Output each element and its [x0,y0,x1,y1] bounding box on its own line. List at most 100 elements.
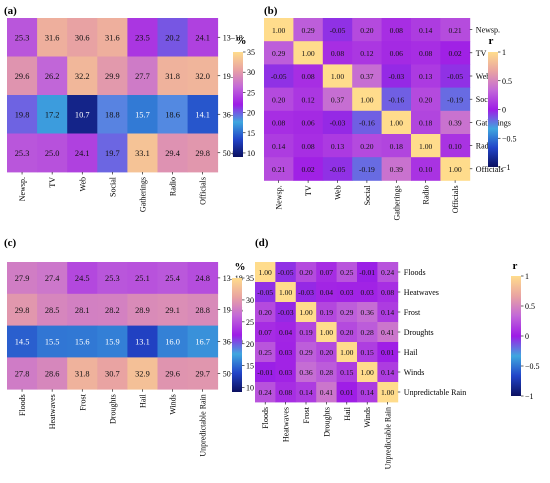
cell-value-label: 0.02 [301,165,314,174]
heatmap-cell [295,362,317,383]
heatmap-cell [293,110,324,135]
cell-value-label: 32.0 [195,72,210,81]
heatmap-cell [411,134,441,158]
y-tick-label: 13–18 [223,33,243,42]
heatmap-cell [37,357,68,390]
cell-value-label: 0.25 [340,268,353,277]
heatmap-cell [357,282,378,303]
heatmap-cell [411,64,441,88]
cell-value-label: 1.00 [340,348,353,357]
heatmap-cell [352,134,382,158]
heatmap-cell [67,95,98,134]
cell-value-label: 19.7 [105,149,120,158]
cell-value-label: 0.20 [360,26,373,35]
cell-value-label: 0.10 [448,142,461,151]
heatmap-cell [352,18,382,42]
heatmap-cell [187,133,219,173]
heatmap-cell [187,18,219,57]
cell-value-label: -0.19 [447,95,463,104]
cell-value-label: 0.24 [259,388,272,397]
x-tick-label: Hail [343,406,352,421]
heatmap-cell [67,56,98,96]
x-tick-label: Radio [422,185,431,204]
cell-value-label: 0.07 [259,328,272,337]
panel-label: (b) [264,5,278,17]
cell-value-label: 10.7 [75,110,90,119]
cell-value-label: -0.16 [388,95,404,104]
cell-value-label: 29.6 [15,72,30,81]
cell-value-label: 28.5 [45,306,60,315]
heatmap-cell [316,282,337,303]
colorbar-tick-label: 25 [246,318,254,327]
cell-value-label: -0.03 [298,288,314,297]
cell-value-label: 17.2 [45,110,60,119]
heatmap-cell [127,293,158,326]
cell-value-label: 0.18 [419,119,432,128]
cell-value-label: 0.06 [301,119,314,128]
cell-value-label: -0.05 [330,26,346,35]
heatmap-cell [293,87,324,112]
heatmap-cell [381,41,412,65]
heatmap-cell [97,133,128,173]
heatmap-cell [336,282,358,303]
heatmap-cell [377,342,399,363]
heatmap-cell [377,282,399,303]
colorbar-tick-label: 0 [525,332,529,341]
cell-value-label: 0.39 [390,165,403,174]
heatmap-cell [67,262,98,295]
cell-value-label: 1.00 [279,288,292,297]
cell-value-label: -0.16 [359,119,375,128]
cell-value-label: 32.9 [135,370,150,379]
heatmap-cell [295,302,317,323]
heatmap-cell [336,322,358,343]
cell-value-label: 28.6 [45,370,60,379]
y-tick-label: Winds [404,368,425,377]
heatmap-cell [381,87,412,112]
cell-value-label: 0.29 [301,26,314,35]
colorbar-tick-label: 10 [246,384,254,393]
heatmap-cell [127,357,158,390]
cell-value-label: 0.08 [419,49,432,58]
cell-value-label: 25.3 [15,149,30,158]
heatmap-cell [127,325,158,358]
colorbar-tick-label: 0 [502,106,506,115]
cell-value-label: 31.6 [45,33,60,42]
colorbar [488,52,498,167]
x-tick-label: Unpredictable Rain [199,394,208,456]
heatmap-cell [293,18,324,42]
heatmap-cell [381,110,412,135]
cell-value-label: 0.20 [320,348,333,357]
heatmap-cell [157,293,188,326]
y-tick-label: Web [476,72,490,81]
colorbar-title: % [235,261,246,273]
cell-value-label: 31.6 [105,33,120,42]
cell-value-label: 32.2 [75,72,90,81]
x-tick-label: Winds [169,394,178,415]
cell-value-label: 25.3 [105,274,120,283]
colorbar-tick-label: 10 [247,149,255,158]
heatmap-cell [322,110,353,135]
cell-value-label: 0.29 [299,348,312,357]
cell-value-label: 29.6 [165,370,180,379]
heatmap-cell [275,282,297,303]
colorbar-title: r [489,35,494,47]
cell-value-label: 15.5 [45,338,60,347]
heatmap-cell [293,64,324,88]
heatmap-cell [440,110,471,135]
cell-value-label: 0.03 [340,288,353,297]
heatmap-cell [275,302,297,323]
heatmap-cell [440,64,471,88]
heatmap-cell [157,325,188,358]
y-tick-label: 36–49 [223,110,243,119]
heatmap-cell [97,95,128,134]
cell-value-label: 29.1 [165,306,180,315]
x-tick-label: Droughts [322,407,331,437]
cell-value-label: 0.08 [331,49,344,58]
cell-value-label: 13.1 [135,338,150,347]
colorbar-title: % [236,35,247,47]
x-tick-label: Unpredictable Rain [384,407,393,469]
panel-label: (c) [4,237,17,249]
cell-value-label: 0.14 [381,308,394,317]
cell-value-label: 0.39 [448,119,461,128]
